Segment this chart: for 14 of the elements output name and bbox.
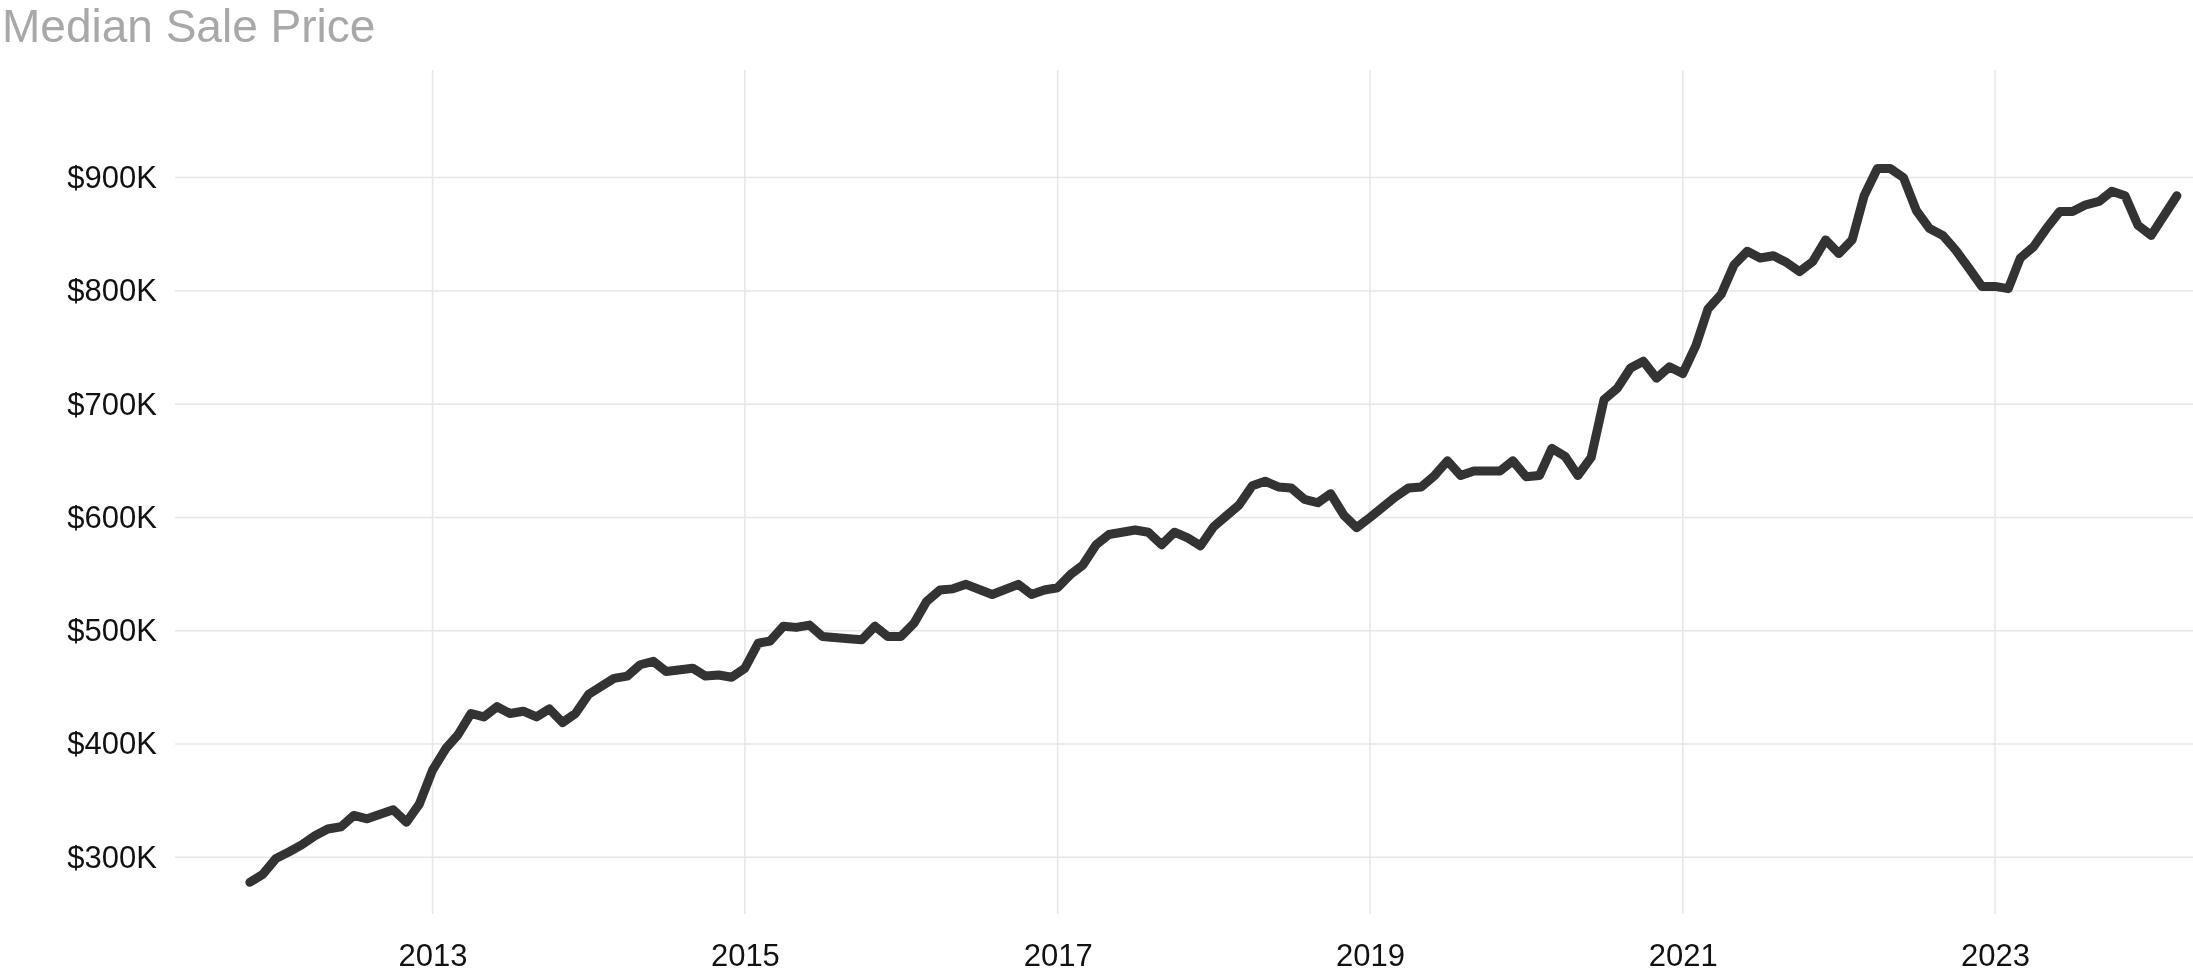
x-tick-label: 2017 (1023, 938, 1093, 973)
y-tick-label: $300K (67, 839, 158, 875)
chart-title: Median Sale Price (2, 0, 376, 52)
x-tick-label: 2013 (398, 938, 468, 973)
y-tick-label: $500K (67, 613, 158, 649)
y-tick-label: $400K (67, 726, 158, 762)
y-tick-label: $600K (67, 499, 158, 535)
x-tick-label: 2021 (1648, 938, 1718, 973)
x-tick-label: 2015 (710, 938, 780, 973)
x-tick-label: 2023 (1961, 938, 2031, 973)
y-tick-label: $700K (67, 386, 158, 422)
x-tick-label: 2019 (1335, 938, 1405, 973)
y-tick-label: $800K (67, 273, 158, 309)
y-tick-label: $900K (67, 160, 158, 196)
